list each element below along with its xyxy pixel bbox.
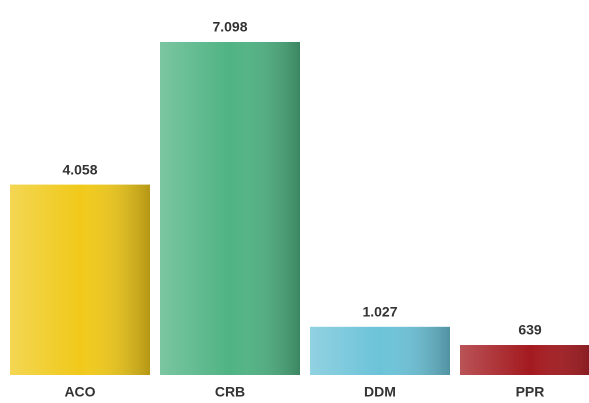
bar-shade: [460, 345, 589, 375]
bar-shade: [310, 326, 450, 375]
value-label: 1.027: [362, 304, 397, 320]
bar-shade: [10, 184, 150, 375]
x-tick-label: DDM: [364, 384, 396, 400]
x-tick-label: CRB: [215, 384, 245, 400]
x-tick-label: PPR: [516, 384, 545, 400]
value-label: 7.098: [212, 19, 247, 35]
value-label: 4.058: [62, 161, 97, 177]
x-tick-label: ACO: [64, 384, 95, 400]
bar-shade: [160, 42, 300, 375]
value-label: 639: [518, 322, 542, 338]
